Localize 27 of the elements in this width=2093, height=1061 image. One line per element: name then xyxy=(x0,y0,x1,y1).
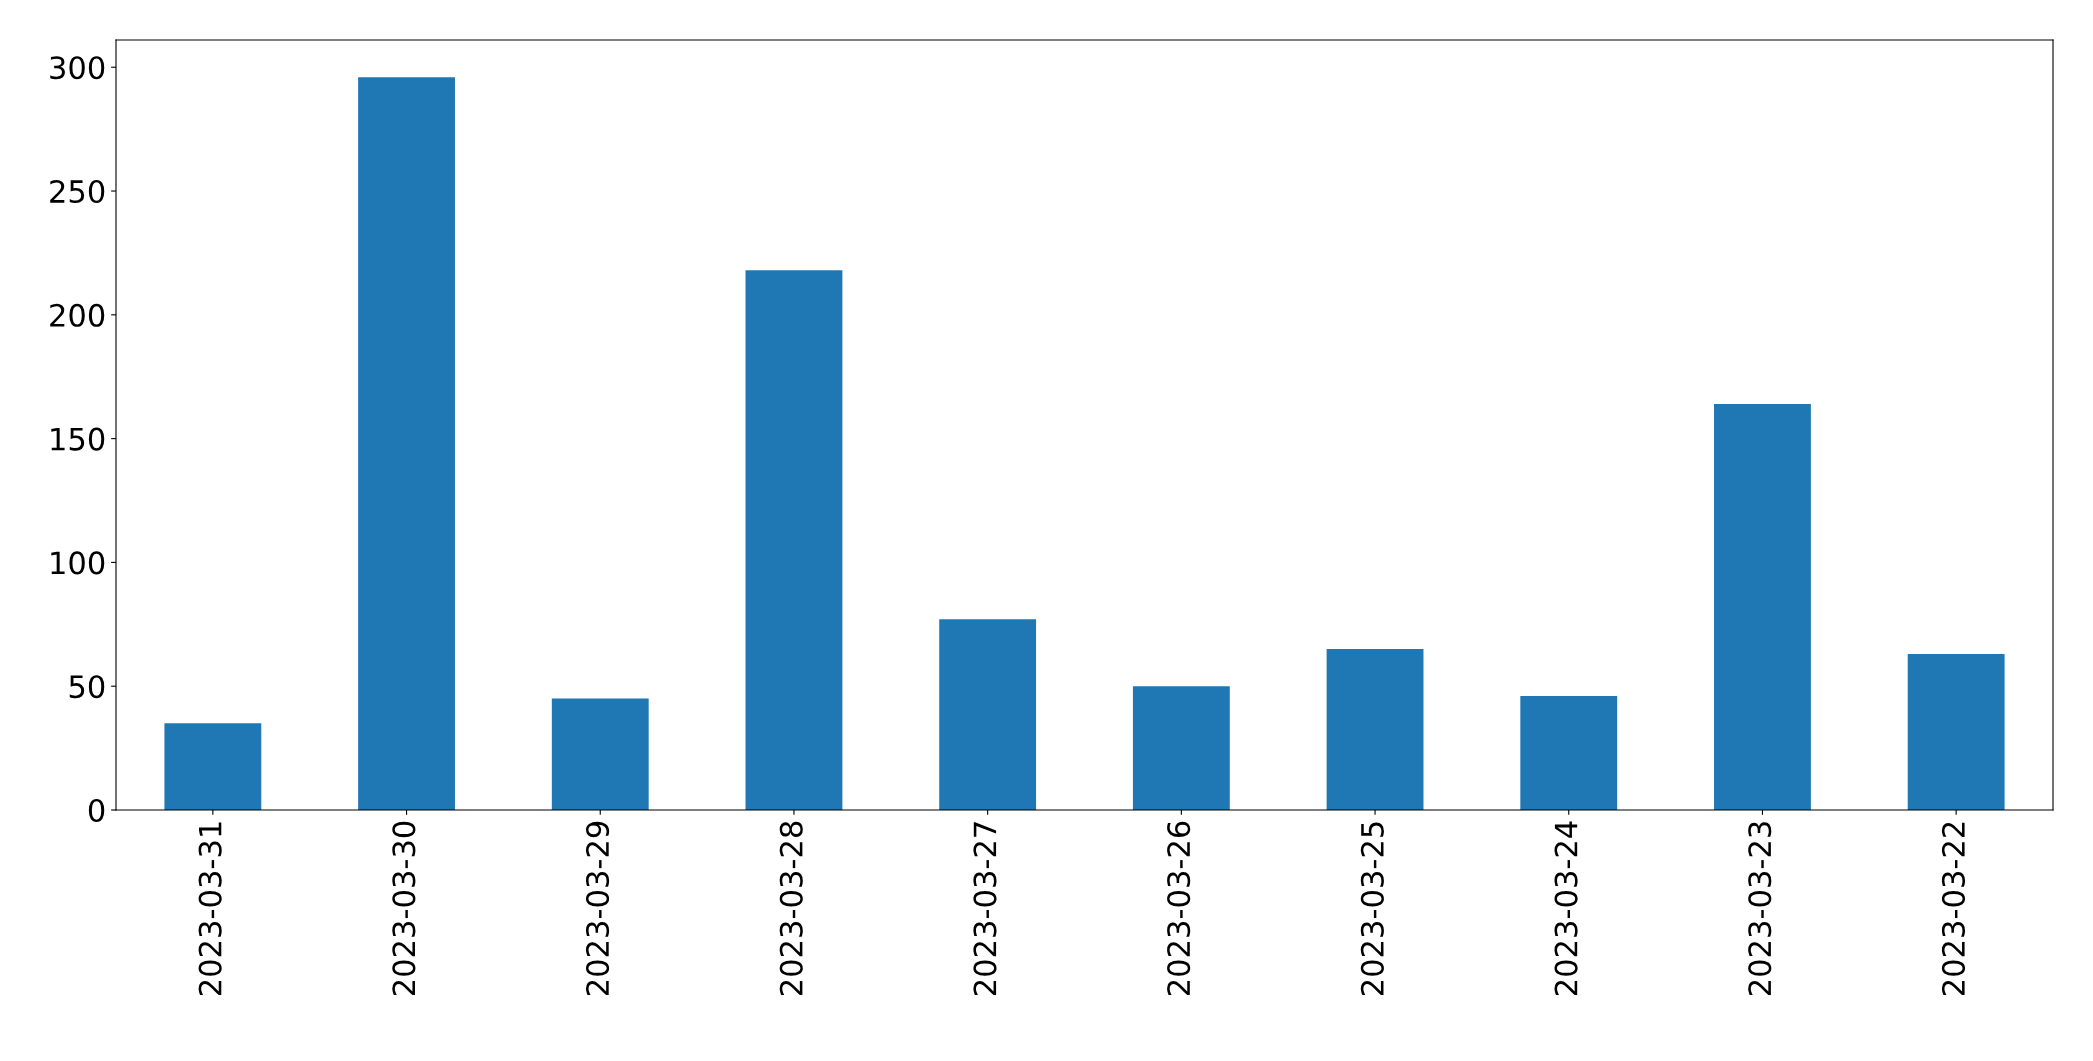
x-tick-label: 2023-03-28 xyxy=(779,821,803,996)
bar xyxy=(551,698,649,810)
y-tick-label: 150 xyxy=(51,427,105,451)
x-tick-label: 2023-03-26 xyxy=(1167,821,1191,996)
x-tick-label: 2023-03-31 xyxy=(198,822,222,996)
bar xyxy=(1132,686,1230,810)
x-tick-label: 2023-03-22 xyxy=(1941,822,1966,996)
y-tick-label: 100 xyxy=(51,551,105,575)
x-tick-label: 2023-03-30 xyxy=(392,821,416,996)
y-tick-label: 300 xyxy=(50,56,105,80)
y-tick-label: 0 xyxy=(88,798,105,823)
bar xyxy=(1326,649,1424,810)
bar xyxy=(745,270,843,810)
bar xyxy=(939,619,1037,810)
x-tick-label: 2023-03-24 xyxy=(1554,821,1578,996)
bar xyxy=(358,77,455,810)
bar xyxy=(1907,654,2005,810)
y-tick-label: 250 xyxy=(50,179,105,204)
x-tick-label: 2023-03-25 xyxy=(1360,822,1384,996)
y-tick-label: 50 xyxy=(69,675,105,699)
x-tick-label: 2023-03-23 xyxy=(1748,822,1772,996)
y-tick-label: 200 xyxy=(50,303,105,327)
bar xyxy=(1520,696,1618,810)
x-tick-label: 2023-03-29 xyxy=(586,821,610,996)
bar xyxy=(1714,403,1811,810)
x-tick-label: 2023-03-27 xyxy=(973,822,997,996)
bar xyxy=(164,723,262,810)
